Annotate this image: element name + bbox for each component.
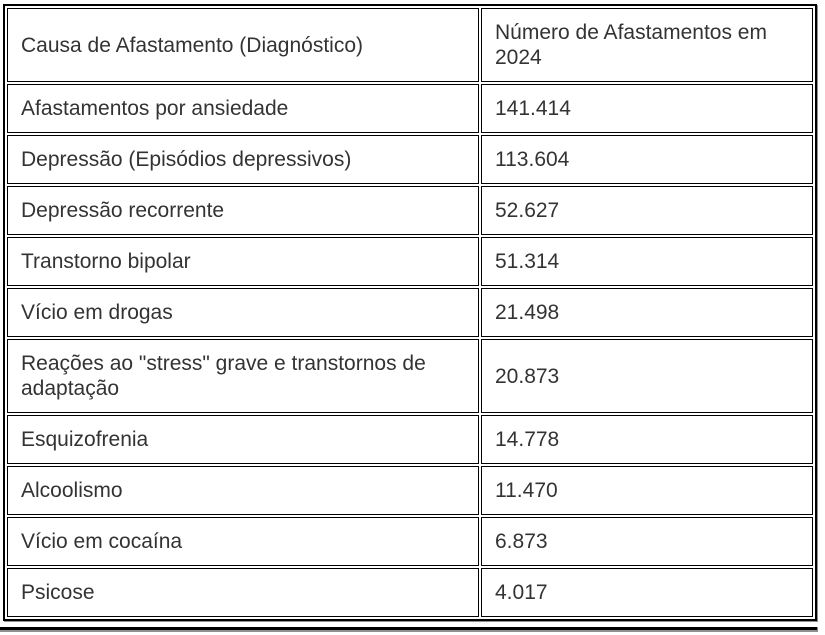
diagnosis-cell: Alcoolismo: [7, 466, 479, 515]
count-cell: 4.017: [481, 568, 813, 617]
count-cell: 21.498: [481, 288, 813, 337]
table-row: Vício em drogas 21.498: [7, 288, 813, 337]
column-header-causa: Causa de Afastamento (Diagnóstico): [7, 8, 479, 82]
diagnosis-cell: Depressão recorrente: [7, 186, 479, 235]
table-row: Reações ao "stress" grave e transtornos …: [7, 339, 813, 413]
afastamentos-table: Causa de Afastamento (Diagnóstico) Númer…: [3, 4, 817, 621]
diagnosis-cell: Vício em cocaína: [7, 517, 479, 566]
count-cell: 141.414: [481, 84, 813, 133]
diagnosis-cell: Esquizofrenia: [7, 415, 479, 464]
diagnosis-cell: Vício em drogas: [7, 288, 479, 337]
column-header-numero: Número de Afastamentos em 2024: [481, 8, 813, 82]
diagnosis-cell: Afastamentos por ansiedade: [7, 84, 479, 133]
table-row: Vício em cocaína 6.873: [7, 517, 813, 566]
table-row: Depressão (Episódios depressivos) 113.60…: [7, 135, 813, 184]
count-cell: 11.470: [481, 466, 813, 515]
count-cell: 14.778: [481, 415, 813, 464]
count-cell: 113.604: [481, 135, 813, 184]
table-row: Alcoolismo 11.470: [7, 466, 813, 515]
diagnosis-cell: Transtorno bipolar: [7, 237, 479, 286]
bottom-edge-bar: [0, 627, 818, 632]
diagnosis-cell: Depressão (Episódios depressivos): [7, 135, 479, 184]
table-row: Psicose 4.017: [7, 568, 813, 617]
header-row: Causa de Afastamento (Diagnóstico) Númer…: [7, 8, 813, 82]
table-row: Afastamentos por ansiedade 141.414: [7, 84, 813, 133]
count-cell: 6.873: [481, 517, 813, 566]
count-cell: 20.873: [481, 339, 813, 413]
diagnosis-cell: Reações ao "stress" grave e transtornos …: [7, 339, 479, 413]
diagnosis-cell: Psicose: [7, 568, 479, 617]
count-cell: 51.314: [481, 237, 813, 286]
table-row: Transtorno bipolar 51.314: [7, 237, 813, 286]
table-row: Esquizofrenia 14.778: [7, 415, 813, 464]
table-row: Depressão recorrente 52.627: [7, 186, 813, 235]
count-cell: 52.627: [481, 186, 813, 235]
